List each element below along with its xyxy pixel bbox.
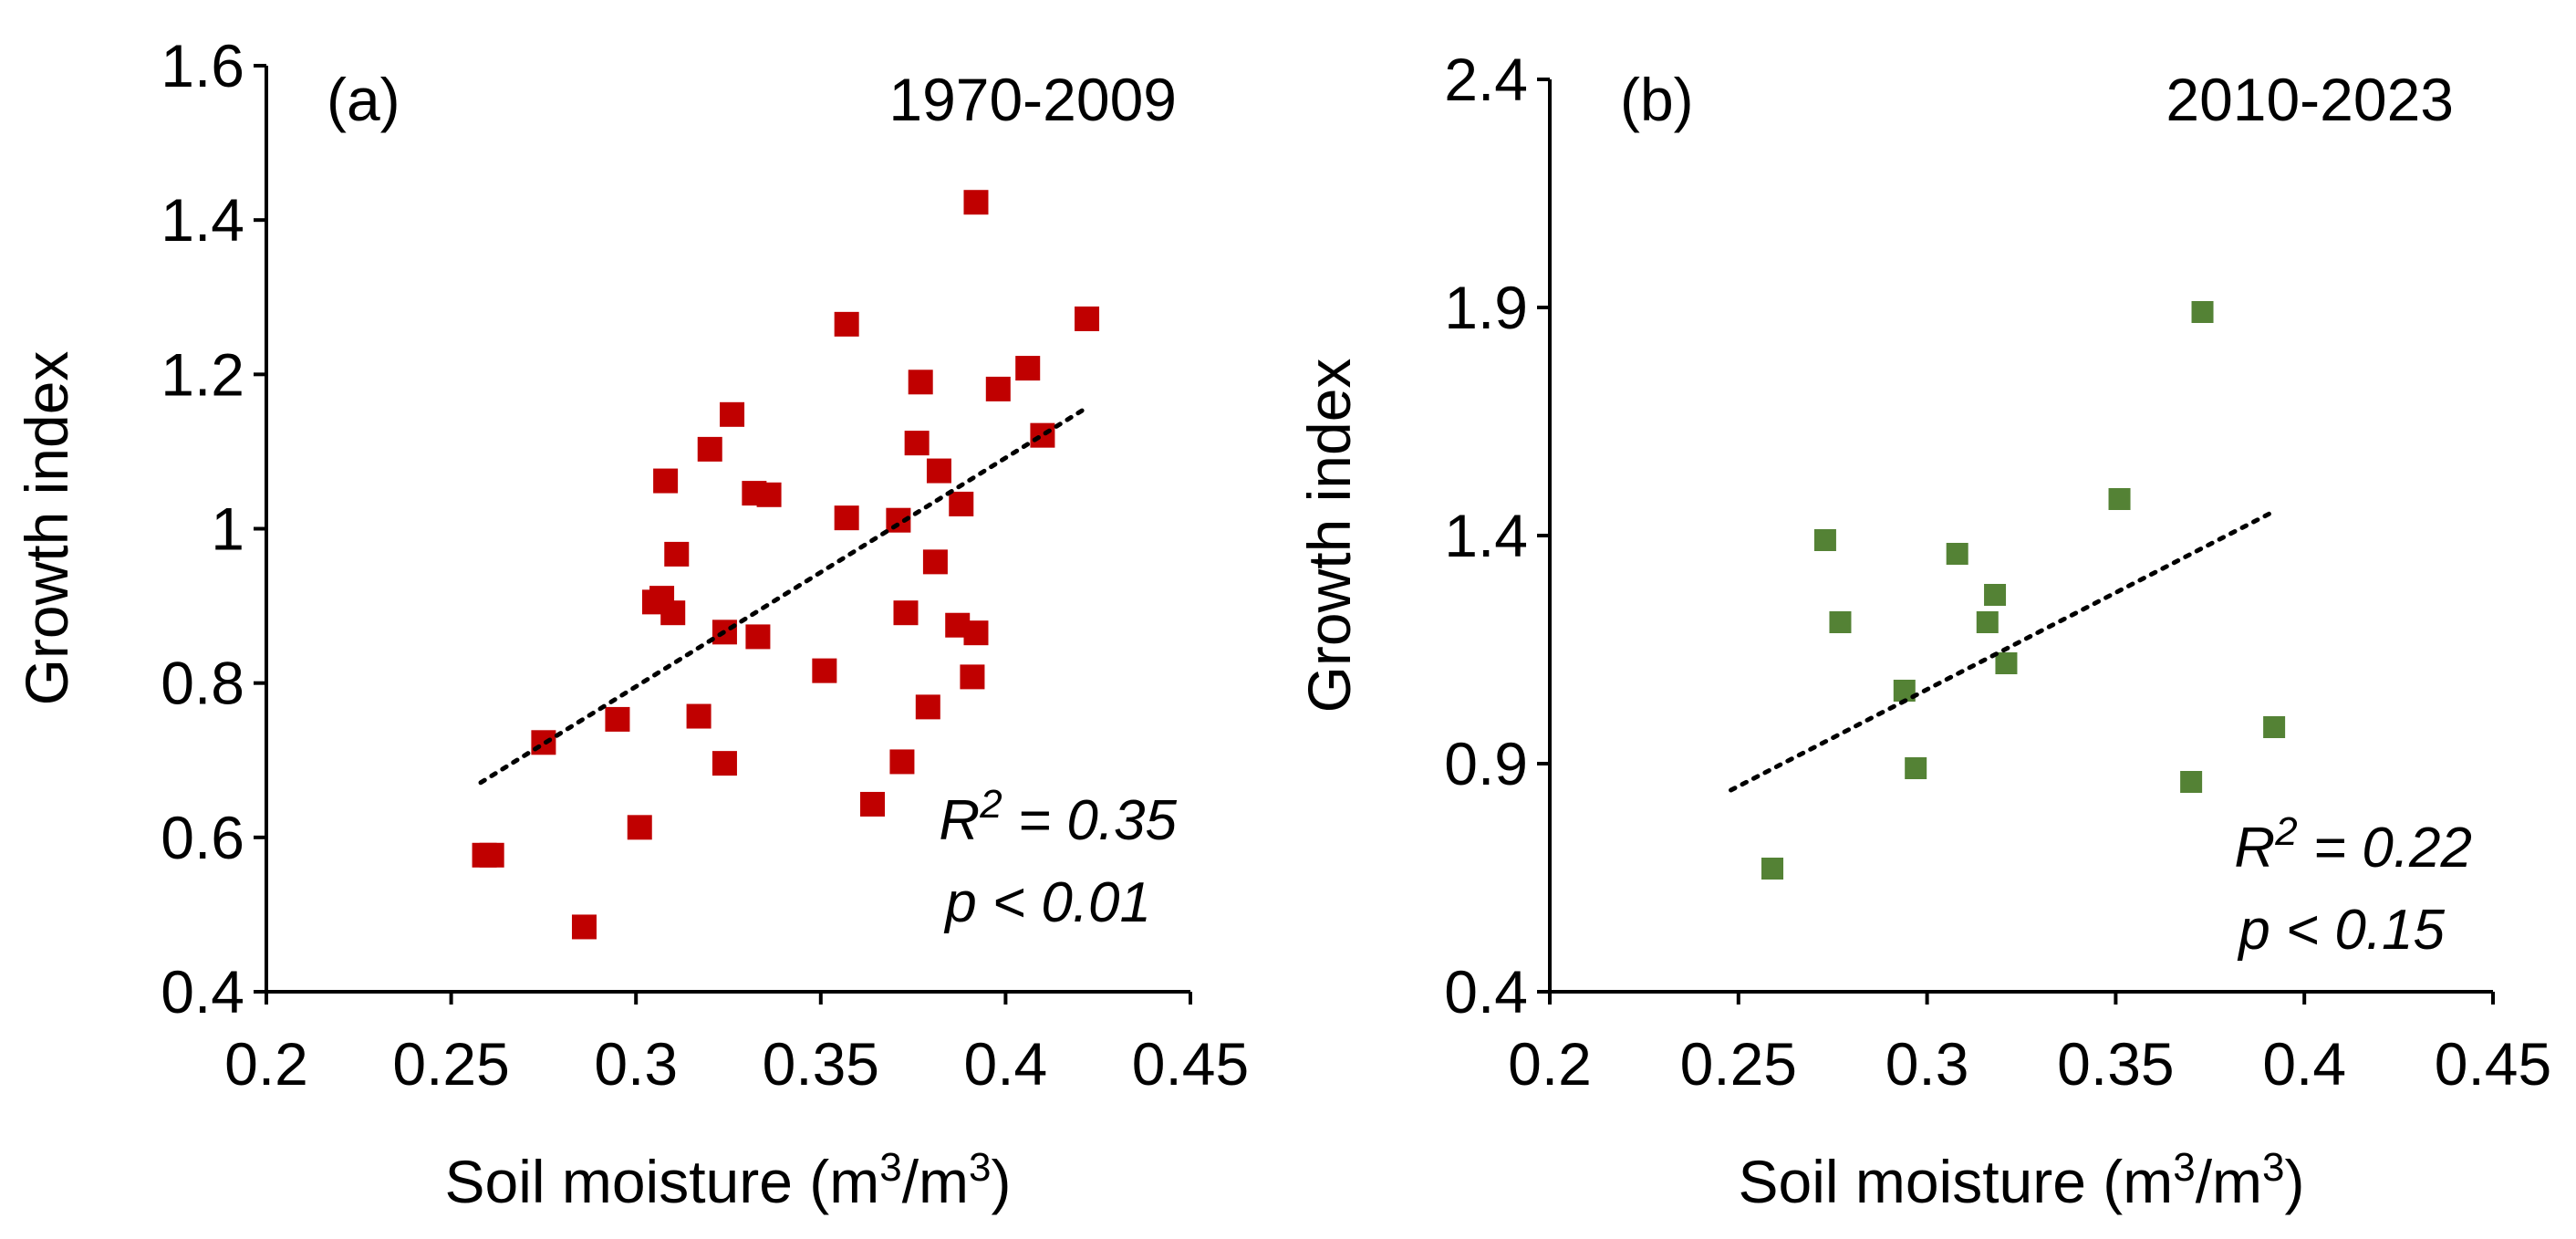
superscript: 3 — [879, 1145, 901, 1190]
y-tick-label: 0.9 — [1444, 730, 1528, 797]
data-point — [2180, 771, 2203, 793]
panel-b-x-axis-title: Soil moisture (m3/m3) — [1738, 1145, 2304, 1216]
y-tick-label: 1 — [211, 495, 244, 563]
x-tick-label: 0.35 — [763, 1030, 879, 1098]
data-point — [660, 600, 686, 626]
y-tick-label: 1.4 — [1444, 502, 1528, 569]
data-point — [756, 482, 782, 507]
data-point — [1976, 611, 1999, 633]
x-tick-label: 0.2 — [224, 1030, 308, 1098]
data-point — [1984, 584, 2007, 606]
data-point — [2191, 301, 2214, 323]
panel-b-r-squared: R2 = 0.22 — [2234, 809, 2472, 880]
data-point — [571, 914, 597, 940]
panel-b-x-ticks: 0.2 0.25 0.3 0.35 0.4 0.45 — [1508, 992, 2551, 1098]
data-point — [686, 703, 712, 729]
panel-b-p-value: p < 0.15 — [2237, 899, 2445, 962]
superscript: 3 — [2262, 1145, 2284, 1190]
data-point — [745, 624, 771, 650]
x-tick-label: 0.3 — [594, 1030, 678, 1098]
x-tick-label: 0.4 — [964, 1030, 1048, 1098]
data-point — [889, 749, 915, 775]
data-point — [627, 815, 652, 840]
panel-b-trendline — [1729, 511, 2273, 793]
panel-b-label: (b) — [1620, 66, 1694, 133]
data-point — [479, 842, 504, 868]
panel-a-y-ticks: 0.4 0.6 0.8 1 1.2 1.4 1.6 — [161, 32, 266, 1026]
superscript: 2 — [2274, 809, 2297, 854]
data-point — [904, 431, 930, 456]
panel-a-trendline — [478, 405, 1090, 786]
x-tick-label: 0.35 — [2057, 1030, 2174, 1098]
x-tick-label: 0.25 — [392, 1030, 509, 1098]
data-point — [812, 658, 837, 683]
data-point — [1030, 422, 1055, 448]
x-tick-label: 0.45 — [2435, 1030, 2551, 1098]
data-point — [963, 620, 989, 646]
y-tick-label: 0.8 — [161, 650, 244, 717]
y-tick-label: 0.4 — [161, 958, 244, 1026]
data-point — [922, 549, 948, 575]
x-tick-label: 0.25 — [1680, 1030, 1797, 1098]
data-point — [2263, 716, 2286, 738]
data-point — [605, 706, 630, 732]
data-point — [985, 376, 1011, 401]
data-point — [834, 311, 859, 337]
panel-b-y-axis-title: Growth index — [1295, 359, 1363, 713]
data-point — [712, 751, 737, 776]
superscript: 3 — [2173, 1145, 2195, 1190]
panel-b-title: 2010-2023 — [2166, 66, 2454, 133]
y-tick-label: 1.4 — [161, 186, 244, 254]
data-point — [908, 370, 933, 395]
panel-a-p-value: p < 0.01 — [943, 871, 1151, 934]
superscript: 3 — [969, 1145, 991, 1190]
data-point — [834, 505, 859, 531]
panel-a-title: 1970-2009 — [888, 66, 1177, 133]
panel-a-y-axis-title: Growth index — [13, 351, 80, 706]
data-point — [720, 401, 745, 427]
y-tick-label: 2.4 — [1444, 46, 1528, 113]
panel-a-chart: 0.40.60.811.21.41.6 0.2 0.25 0.3 0.35 0.4 0.4… — [13, 32, 1249, 1215]
data-point — [1015, 356, 1041, 381]
data-point — [1995, 652, 2018, 674]
x-tick-label: 0.4 — [2262, 1030, 2346, 1098]
y-tick-label: 0.6 — [161, 804, 244, 871]
y-tick-label: 0.4 — [1444, 958, 1528, 1026]
data-point — [963, 190, 989, 215]
panel-a-data-points — [472, 190, 1100, 940]
data-point — [926, 458, 951, 484]
x-tick-label: 0.2 — [1508, 1030, 1592, 1098]
x-tick-label: 0.3 — [1885, 1030, 1969, 1098]
data-point — [915, 694, 940, 720]
panel-b-chart: 0.4 0.9 1.4 1.9 2.4 0.2 0.25 0.3 0.35 0.4 0.45 (b… — [1295, 46, 2551, 1215]
panel-a-r-squared: R2 = 0.35 — [939, 782, 1177, 853]
data-point — [1075, 306, 1100, 331]
data-point — [1905, 757, 1927, 779]
data-point — [697, 436, 722, 462]
y-tick-label: 1.2 — [161, 340, 244, 408]
data-point — [1946, 543, 1968, 565]
data-point — [664, 541, 690, 567]
panel-b-data-points — [1761, 301, 2286, 880]
data-point — [1813, 529, 1836, 551]
x-tick-label: 0.45 — [1132, 1030, 1249, 1098]
panel-a-x-axis-title: Soil moisture (m3/m3) — [444, 1145, 1011, 1216]
data-point — [949, 491, 974, 516]
data-point — [2108, 488, 2131, 510]
data-point — [653, 468, 679, 494]
data-point — [960, 664, 985, 690]
data-point — [1761, 858, 1784, 880]
y-tick-label: 1.9 — [1444, 274, 1528, 341]
panel-a-x-ticks: 0.2 0.25 0.3 0.35 0.4 0.45 — [224, 992, 1249, 1098]
panel-b-y-ticks: 0.4 0.9 1.4 1.9 2.4 — [1444, 46, 1550, 1026]
data-point — [1829, 611, 1852, 633]
data-point — [893, 600, 919, 626]
data-point — [860, 791, 886, 817]
panel-a-label: (a) — [327, 66, 400, 133]
superscript: 2 — [979, 782, 1002, 827]
y-tick-label: 1.6 — [161, 32, 244, 99]
